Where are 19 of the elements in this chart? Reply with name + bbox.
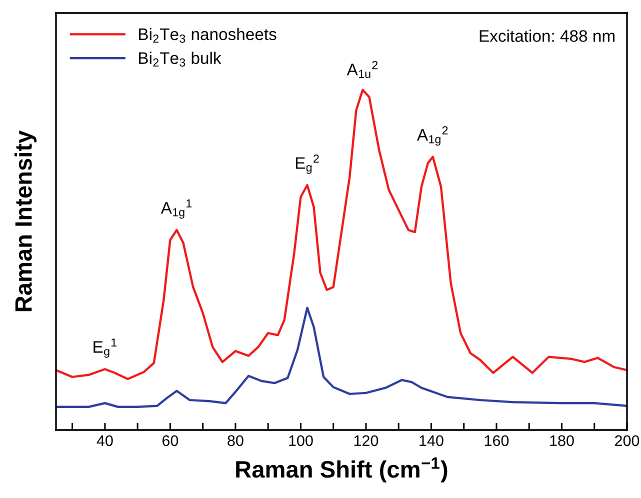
- x-tick-label: 180: [550, 435, 574, 446]
- x-tick-label: 200: [615, 435, 640, 446]
- text: Excitation: 488 nm: [480, 30, 614, 42]
- x-tick-label: 140: [420, 435, 444, 446]
- x-tick-label: 60: [162, 435, 178, 446]
- y-axis-title: Raman Intensity: [14, 130, 37, 312]
- legend-label: Bi$_{2}$Te$_{3}$ bulk: [139, 52, 222, 67]
- x-tick-label: 100: [289, 435, 313, 446]
- x-axis-title: Raman Shift (cm$^{−1}$): [236, 457, 448, 482]
- x-tick-label: 160: [484, 435, 509, 446]
- annotation: A$_{1g}$$^{2}$: [416, 126, 448, 146]
- annotation: E$_{g}$$^{1}$: [94, 338, 117, 358]
- annotation: A$_{1g}$$^{1}$: [160, 199, 192, 219]
- x-tick-label: 120: [354, 435, 378, 446]
- annotation: E$_{g}$$^{2}$: [296, 154, 319, 174]
- annotation: A$_{1u}$$^{2}$: [346, 60, 378, 78]
- x-tick-label: 80: [228, 435, 244, 446]
- x-tick-label: 40: [96, 435, 113, 446]
- legend-label: Bi$_{2}$Te$_{3}$ nanosheets: [139, 28, 276, 43]
